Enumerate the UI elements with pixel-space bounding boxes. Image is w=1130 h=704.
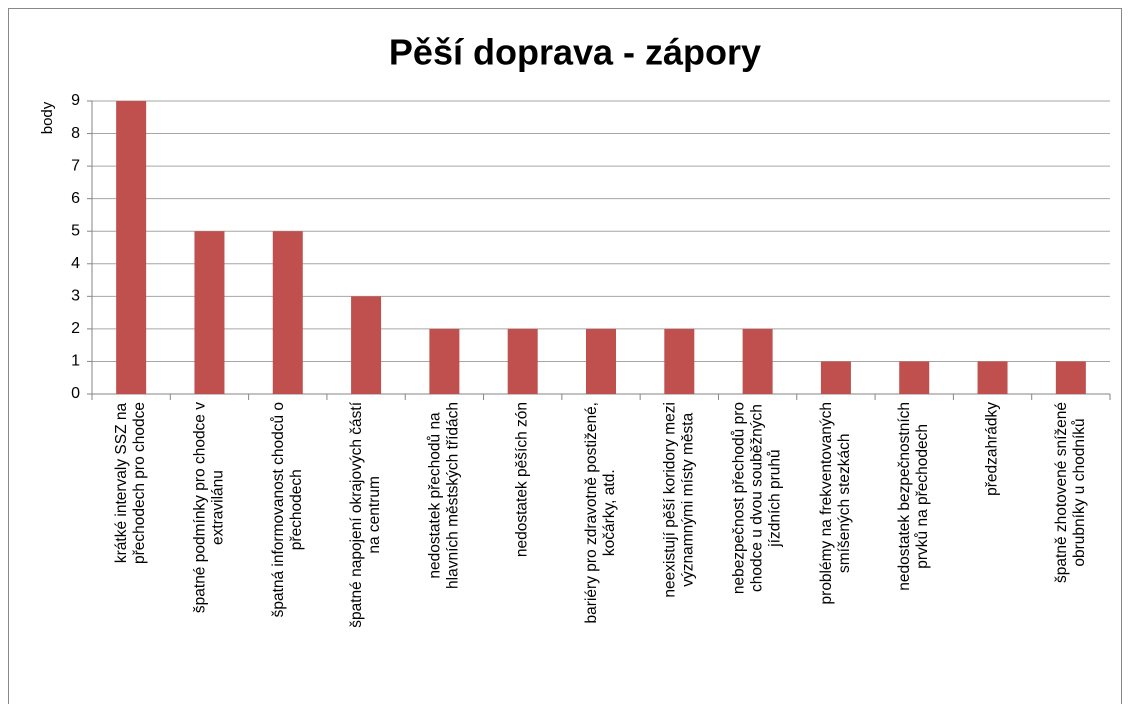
x-tick-label: špatné napojení okrajových částí na cent… [348, 402, 384, 628]
y-tick-label: 9 [71, 92, 80, 109]
x-tick-label-box: nedostatek pěších zón [514, 402, 532, 702]
x-tick-label-box: předzahrádky [984, 402, 1002, 702]
y-tick-label: 5 [71, 222, 80, 239]
y-tick-label: 8 [71, 125, 80, 142]
bar [586, 328, 616, 394]
x-tick-label: bariéry pro zdravotně postižené, kočárky… [583, 402, 618, 624]
y-tick-label: 4 [71, 255, 80, 272]
bar [194, 231, 225, 394]
bar [664, 328, 695, 394]
x-tick-label: nebezpečnost přechodů pro chodce u dvou … [730, 402, 784, 595]
y-tick-label: 0 [71, 385, 80, 402]
x-tick-label: špatná informovanost chodců o přechodech [269, 402, 305, 618]
x-tick-label: špatně zhotovené snížené obrubníky u cho… [1052, 402, 1088, 583]
bar [899, 361, 930, 394]
y-tick-label: 3 [71, 288, 80, 305]
bar [977, 361, 1008, 394]
x-tick-label-box: krátké intervaly SSZ na přechodech pro c… [113, 402, 149, 702]
y-tick-label: 6 [71, 190, 80, 207]
chart-title: Pěší doprava - zápory [389, 32, 761, 73]
bar [507, 328, 538, 394]
x-tick-label: špatné podmínky pro chodce v extravilánu [191, 402, 227, 614]
bar [429, 328, 460, 394]
x-tick-label: problémy na frekventovaných smíšených st… [817, 402, 853, 605]
x-tick-label: nedostatek pěších zón [513, 402, 531, 558]
x-tick-label-box: špatné napojení okrajových částí na cent… [348, 402, 384, 702]
x-tick-label-box: bariéry pro zdravotně postižené, kočárky… [583, 402, 619, 702]
bar [820, 361, 851, 394]
x-tick-label-box: špatná informovanost chodců o přechodech [270, 402, 306, 702]
x-tick-label: nedostatek přechodů na hlavních městskýc… [426, 402, 462, 589]
x-tick-label-box: nedostatek přechodů na hlavních městskýc… [426, 402, 462, 702]
x-tick-label-box: špatné podmínky pro chodce v extravilánu [191, 402, 227, 702]
bar [1055, 361, 1086, 394]
bar [116, 101, 147, 394]
x-tick-label-box: nebezpečnost přechodů pro chodce u dvou … [731, 402, 785, 702]
x-tick-label: nedostatek bezpečnostních prvků na přech… [896, 402, 932, 591]
x-tick-label: krátké intervaly SSZ na přechodech pro c… [113, 402, 149, 565]
x-tick-label-box: neexistují pěší koridory mezi významnými… [661, 402, 697, 702]
bar [742, 328, 773, 394]
y-axis-label: body [39, 101, 56, 134]
bar [351, 296, 382, 394]
chart-border [8, 8, 1122, 704]
y-tick-label: 1 [71, 353, 80, 370]
y-tick-label: 2 [71, 320, 80, 337]
y-tick-label: 7 [71, 157, 80, 174]
x-tick-label-box: špatně zhotovené snížené obrubníky u cho… [1053, 402, 1089, 702]
x-tick-label: neexistují pěší koridory mezi významnými… [661, 402, 697, 598]
x-tick-label: předzahrádky [983, 402, 1001, 496]
x-tick-label-box: nedostatek bezpečnostních prvků na přech… [896, 402, 932, 702]
x-tick-label-box: problémy na frekventovaných smíšených st… [818, 402, 854, 702]
bar [272, 231, 303, 394]
